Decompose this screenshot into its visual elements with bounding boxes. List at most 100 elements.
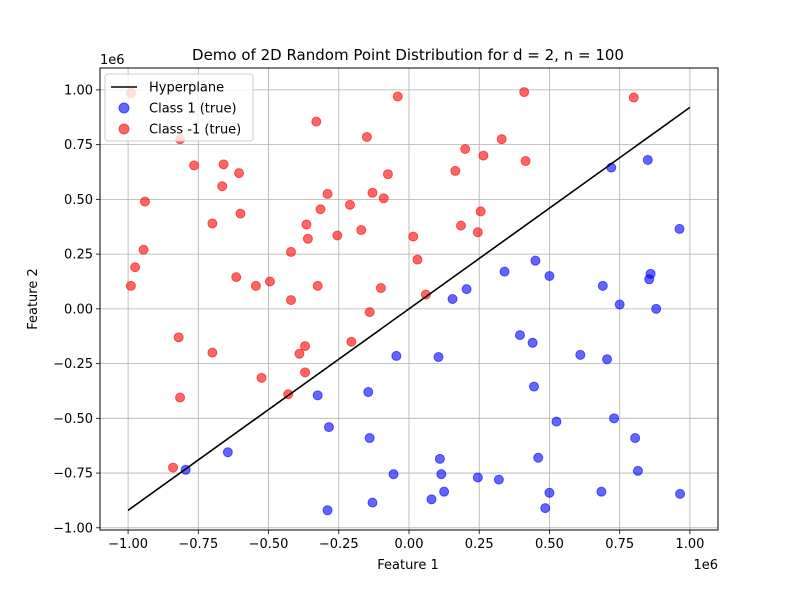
- class-neg1-point: [264, 276, 275, 287]
- x-tick-label: 0.25: [465, 537, 494, 552]
- legend-class-neg1-label: Class -1 (true): [149, 123, 241, 138]
- class1-point: [527, 337, 538, 348]
- class1-point: [614, 299, 625, 310]
- legend-box: [104, 73, 254, 142]
- class1-point: [472, 472, 483, 483]
- class1-point: [222, 447, 233, 458]
- class-neg1-point: [218, 159, 229, 170]
- x-tick-label: 0.00: [395, 537, 424, 552]
- x-axis-ticks: −1.00 −0.75 −0.50 −0.25 0.00 0.25 0.50 0.75 1.00: [108, 530, 704, 552]
- y-tick-label: 0.50: [64, 193, 93, 208]
- class-neg1-point: [256, 372, 267, 383]
- legend-class1-label: Class 1 (true): [149, 102, 237, 117]
- class-neg1-point: [364, 307, 375, 318]
- class-neg1-point: [207, 347, 218, 358]
- class1-point: [551, 416, 562, 427]
- class1-point: [388, 469, 399, 480]
- class-neg1-point: [138, 244, 149, 255]
- class1-point: [609, 413, 620, 424]
- class-neg1-point: [408, 231, 419, 242]
- y-tick-label: −0.75: [53, 467, 93, 482]
- class-neg1-point: [207, 218, 218, 229]
- class-neg1-point: [378, 193, 389, 204]
- class1-point: [493, 474, 504, 485]
- class-neg1-point: [301, 219, 312, 230]
- y-tick-label: 1.00: [64, 83, 93, 98]
- class-neg1-point: [302, 233, 313, 244]
- class-neg1-point: [300, 367, 311, 378]
- class1-point: [630, 433, 641, 444]
- class-neg1-point: [312, 280, 323, 291]
- class-neg1-point: [460, 144, 471, 155]
- class-neg1-point: [472, 227, 483, 238]
- class1-point: [544, 271, 555, 282]
- class-neg1-point: [175, 392, 186, 403]
- class-neg1-point: [315, 204, 326, 215]
- class1-point: [436, 469, 447, 480]
- class1-point: [323, 422, 334, 433]
- x-axis-label: Feature 1: [377, 558, 439, 573]
- class-neg1-point: [235, 208, 246, 219]
- legend: Hyperplane Class 1 (true) Class -1 (true…: [104, 73, 254, 142]
- class-neg1-point: [286, 295, 297, 306]
- class-neg1-point: [455, 220, 466, 231]
- legend-hyperplane-label: Hyperplane: [149, 81, 224, 96]
- class-neg1-point: [231, 272, 242, 283]
- class1-point: [642, 154, 653, 165]
- y-tick-label: 0.25: [64, 248, 93, 263]
- class1-point: [439, 486, 450, 497]
- class1-point: [514, 330, 525, 341]
- class-neg1-point: [375, 283, 386, 294]
- class1-point: [533, 452, 544, 463]
- class1-point: [426, 494, 437, 505]
- class1-point: [499, 266, 510, 277]
- x-offset-label: 1e6: [693, 558, 718, 573]
- class1-point: [674, 223, 685, 234]
- class-neg1-point: [478, 150, 489, 161]
- class-neg1-point: [628, 92, 639, 103]
- class-neg1-point: [294, 348, 305, 359]
- y-axis-ticks: −1.00 −0.75 −0.50 −0.25 0.00 0.25 0.50 0.75 1.00: [53, 83, 100, 536]
- class-neg1-point: [130, 262, 141, 273]
- class-neg1-point: [519, 87, 530, 98]
- class-neg1-point: [286, 246, 297, 257]
- class-neg1-point: [520, 156, 531, 167]
- class-neg1-point: [496, 134, 507, 145]
- class1-point: [597, 280, 608, 291]
- class-neg1-point: [475, 206, 486, 217]
- legend-class-neg1-swatch: [118, 123, 130, 135]
- hyperplane-line: [127, 106, 691, 511]
- y-tick-label: −1.00: [53, 521, 93, 536]
- class-neg1-point: [234, 168, 245, 179]
- y-offset-label: 1e6: [100, 53, 125, 68]
- x-tick-label: −1.00: [108, 537, 148, 552]
- class1-point: [632, 465, 643, 476]
- y-tick-label: 0.75: [64, 138, 93, 153]
- class1-point: [434, 453, 445, 464]
- class1-point: [391, 350, 402, 361]
- y-tick-label: 0.00: [64, 302, 93, 317]
- class1-point: [529, 381, 540, 392]
- class-neg1-point: [356, 225, 367, 236]
- class-neg1-point: [139, 196, 150, 207]
- class1-point: [530, 255, 541, 266]
- class-neg1-point: [300, 341, 311, 352]
- class1-point: [364, 433, 375, 444]
- class1-point: [644, 274, 655, 285]
- class-neg1-point: [420, 289, 431, 300]
- class-neg1-point: [125, 280, 136, 291]
- y-tick-label: −0.50: [53, 412, 93, 427]
- class1-point: [596, 486, 607, 497]
- class-neg1-point: [189, 160, 200, 171]
- class-neg1-point: [412, 254, 423, 265]
- class-neg1-point: [217, 181, 228, 192]
- class-neg1-point: [322, 188, 333, 199]
- x-tick-label: −0.25: [319, 537, 359, 552]
- class1-point: [540, 503, 551, 514]
- class-neg1-point: [392, 91, 403, 102]
- class-neg1-point: [367, 187, 378, 198]
- class-neg1-point: [311, 116, 322, 127]
- class-neg1-point: [361, 131, 372, 142]
- y-tick-label: −0.25: [53, 357, 93, 372]
